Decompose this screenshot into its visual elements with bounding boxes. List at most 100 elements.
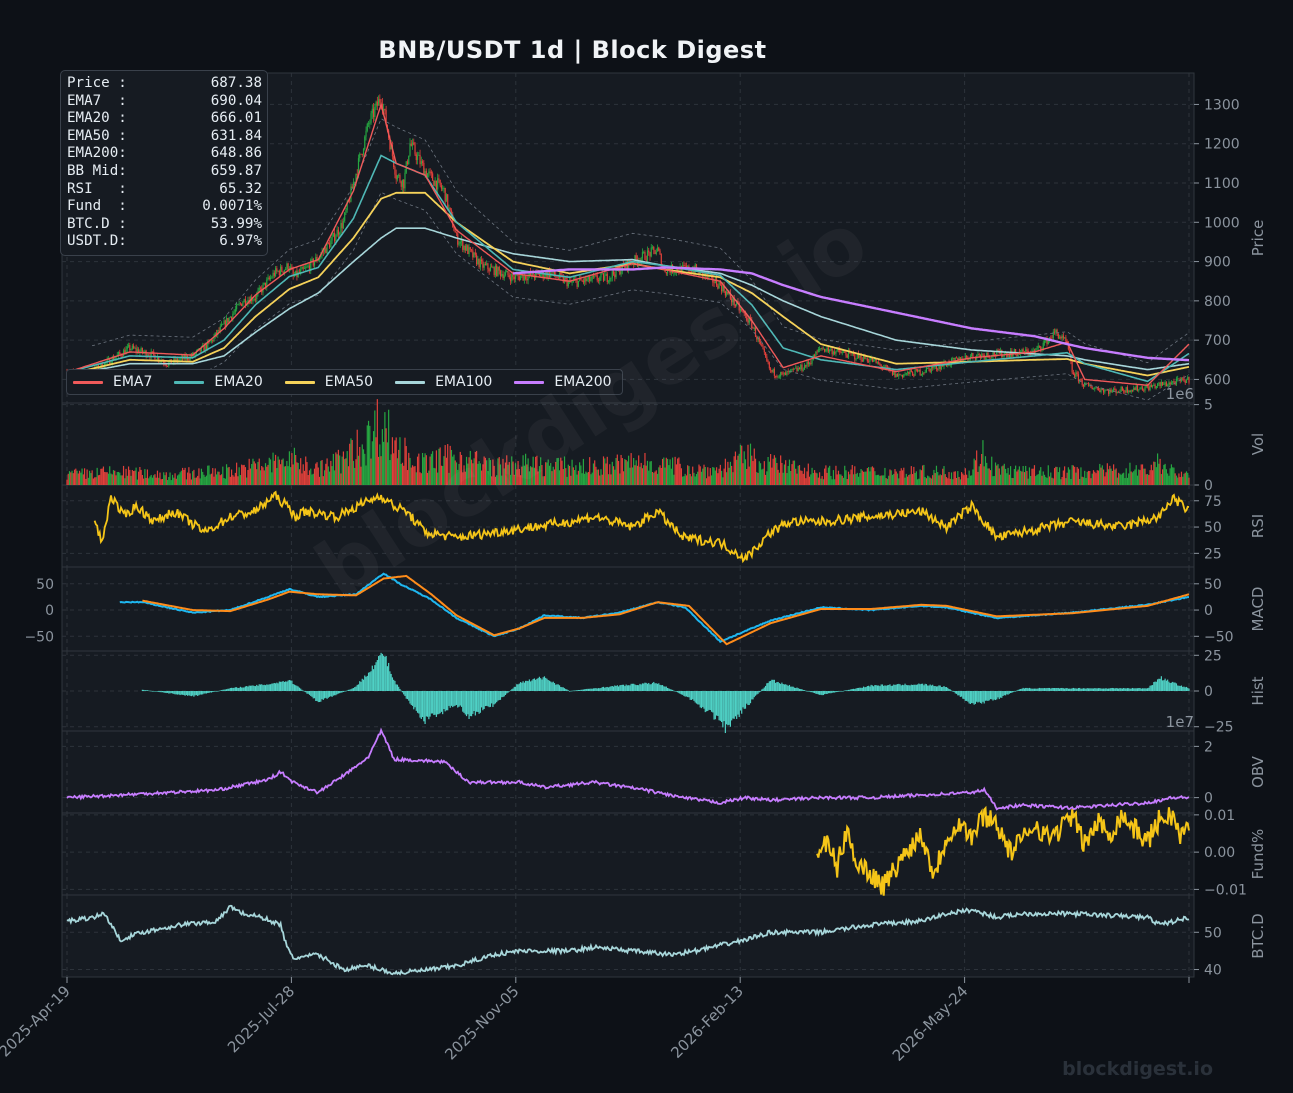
histogram-bar xyxy=(997,691,999,698)
histogram-bar xyxy=(871,685,873,691)
histogram-bar xyxy=(217,691,219,692)
volume-bar xyxy=(1134,469,1136,485)
volume-bar xyxy=(795,468,797,485)
histogram-bar xyxy=(846,690,848,691)
candle-body xyxy=(747,320,749,323)
histogram-bar xyxy=(320,691,322,702)
histogram-bar xyxy=(179,691,181,696)
histogram-bar xyxy=(199,691,201,695)
candle-body xyxy=(744,313,747,316)
histogram-bar xyxy=(1061,687,1063,691)
volume-bar xyxy=(318,476,321,485)
candle-body xyxy=(875,359,877,364)
volume-bar xyxy=(259,470,262,485)
candle-body xyxy=(305,267,307,269)
histogram-bar xyxy=(958,691,960,696)
volume-bar xyxy=(845,470,847,485)
candle-body xyxy=(472,250,474,258)
histogram-bar xyxy=(1086,688,1088,691)
candle-body xyxy=(433,180,435,186)
volume-bar xyxy=(491,476,493,485)
histogram-bar xyxy=(736,691,738,719)
histogram-bar xyxy=(920,683,922,691)
candle-body xyxy=(385,109,387,125)
histogram-bar xyxy=(267,684,269,691)
candle-body xyxy=(727,291,729,294)
histogram-bar xyxy=(1106,688,1108,691)
candle-body xyxy=(756,336,758,340)
histogram-bar xyxy=(1102,688,1105,691)
candle-body xyxy=(489,266,492,272)
volume-bar xyxy=(903,467,905,485)
candle-body xyxy=(729,292,731,299)
candle-body xyxy=(1079,379,1081,382)
histogram-bar xyxy=(927,685,929,691)
histogram-bar xyxy=(372,669,375,691)
histogram-bar xyxy=(989,691,992,700)
volume-bar xyxy=(239,475,241,485)
legend-swatch xyxy=(514,380,545,384)
histogram-bar xyxy=(1120,688,1122,691)
candle-body xyxy=(477,258,479,265)
histogram-bar xyxy=(777,681,779,691)
histogram-bar xyxy=(974,691,977,704)
volume-bar xyxy=(901,470,904,485)
candle-body xyxy=(398,175,400,176)
volume-bar xyxy=(1092,470,1095,485)
histogram-bar xyxy=(1149,685,1151,691)
candle-body xyxy=(1138,389,1140,391)
candle-body xyxy=(717,285,719,289)
histogram-bar xyxy=(508,691,510,692)
volume-bar xyxy=(699,466,701,485)
histogram-bar xyxy=(414,691,416,708)
info-row-fund: Fund :0.0071% xyxy=(67,198,262,216)
histogram-bar xyxy=(893,684,895,691)
volume-bar xyxy=(945,477,948,485)
candle-body xyxy=(919,369,921,375)
volume-bar xyxy=(983,466,985,485)
candle-body xyxy=(851,353,853,355)
candle-body xyxy=(494,265,497,276)
histogram-bar xyxy=(306,691,308,694)
volume-bar xyxy=(411,465,414,485)
volume-bar xyxy=(321,460,323,485)
histogram-bar xyxy=(787,685,789,691)
volume-bar xyxy=(904,477,906,485)
volume-bar xyxy=(1022,466,1024,485)
candle-body xyxy=(917,369,919,372)
volume-bar xyxy=(273,460,275,485)
volume-bar xyxy=(753,448,755,485)
candle-body xyxy=(658,247,660,251)
volume-bar xyxy=(1056,466,1058,485)
volume-bar xyxy=(906,476,909,485)
histogram-bar xyxy=(493,691,495,705)
volume-bar xyxy=(1038,470,1041,485)
candle-body xyxy=(772,369,774,372)
histogram-bar xyxy=(611,686,613,691)
histogram-bar xyxy=(719,691,721,721)
histogram-bar xyxy=(734,691,737,717)
candle-body xyxy=(1135,385,1137,390)
histogram-bar xyxy=(398,686,400,691)
volume-bar xyxy=(555,461,557,485)
candle-body xyxy=(1153,384,1155,386)
candle-body xyxy=(835,351,837,354)
candle-body xyxy=(612,271,615,275)
info-value: 648.86 xyxy=(210,145,262,162)
volume-bar xyxy=(909,474,911,485)
candle-body xyxy=(1187,376,1189,380)
histogram-bar xyxy=(197,691,199,696)
volume-bar xyxy=(577,470,579,485)
histogram-bar xyxy=(546,678,548,691)
volume-bar xyxy=(403,465,405,485)
histogram-bar xyxy=(253,685,255,691)
volume-bar xyxy=(543,476,546,485)
histogram-bar xyxy=(247,686,249,691)
volume-bar xyxy=(85,478,87,485)
histogram-bar xyxy=(744,691,747,709)
candle-body xyxy=(1002,355,1004,358)
volume-bar xyxy=(212,468,214,485)
candle-body xyxy=(399,175,401,182)
histogram-bar xyxy=(840,691,842,692)
volume-bar xyxy=(463,465,465,485)
